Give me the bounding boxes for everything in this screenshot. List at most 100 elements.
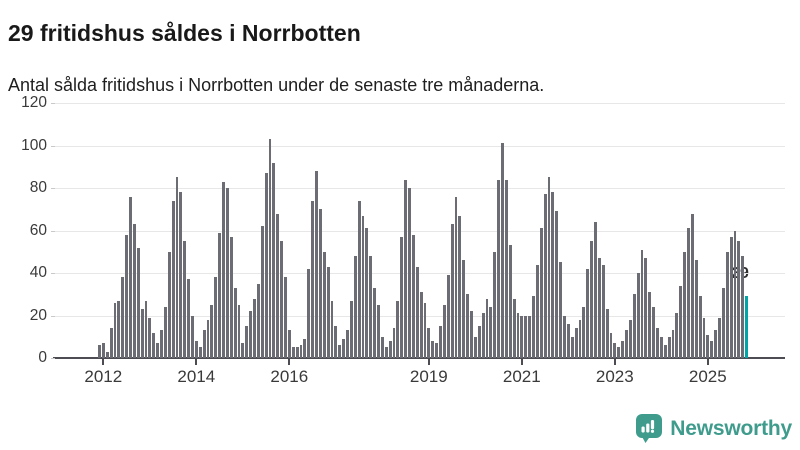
- bar: [423, 302, 427, 358]
- page-title: 29 fritidshus såldes i Norrbotten: [8, 20, 361, 47]
- bar: [524, 315, 528, 358]
- bar: [136, 247, 140, 358]
- bar: [702, 317, 706, 358]
- bar: [547, 177, 551, 358]
- bar: [555, 211, 559, 358]
- bar: [586, 268, 590, 358]
- bar: [361, 215, 365, 358]
- bar: [671, 330, 675, 358]
- bar: [117, 300, 121, 358]
- bar: [175, 177, 179, 358]
- bar: [466, 294, 470, 358]
- bar: [280, 241, 284, 358]
- bar: [392, 328, 396, 358]
- bar: [718, 317, 721, 358]
- bar: [101, 343, 105, 358]
- bar: [330, 300, 334, 358]
- bar: [485, 298, 489, 358]
- x-axis-tick-2016: [288, 359, 291, 365]
- bar: [353, 256, 357, 358]
- bar: [284, 277, 287, 358]
- bar: [326, 266, 330, 358]
- bar: [365, 228, 369, 358]
- newsworthy-logo-text: Newsworthy: [670, 416, 792, 440]
- gridline-y-60: [55, 230, 785, 232]
- bar: [287, 330, 291, 358]
- bar: [516, 313, 520, 358]
- bar: [384, 347, 388, 358]
- bar: [241, 343, 245, 358]
- plot-area: 29 0204060801001202012201420162019202120…: [21, 94, 785, 386]
- bar: [109, 328, 113, 358]
- bar: [551, 192, 555, 358]
- bar: [528, 315, 532, 358]
- bar: [322, 251, 326, 358]
- bar: [245, 326, 249, 358]
- x-axis-label-2025: 2025: [688, 367, 727, 386]
- x-axis-tick-2019: [427, 359, 430, 365]
- bar: [303, 338, 307, 358]
- bar: [272, 162, 276, 358]
- y-axis-label-120: 120: [21, 94, 47, 111]
- bar: [710, 341, 714, 358]
- bar: [408, 188, 411, 358]
- bar: [687, 228, 690, 358]
- bar: [609, 332, 613, 358]
- bar: [462, 260, 466, 358]
- bar: [694, 260, 698, 358]
- bar: [218, 232, 222, 358]
- bar: [163, 307, 167, 358]
- bar: [171, 200, 175, 358]
- bar: [508, 245, 512, 358]
- bar: [481, 313, 485, 358]
- bar: [532, 296, 535, 358]
- bar: [144, 300, 148, 358]
- bar: [737, 241, 741, 358]
- bar: [675, 313, 679, 358]
- bar: [148, 317, 152, 358]
- bar: [563, 315, 566, 358]
- bar: [539, 228, 543, 358]
- bar: [202, 330, 206, 358]
- bar: [648, 292, 652, 358]
- bar: [520, 315, 524, 358]
- bar: [733, 230, 737, 358]
- bar: [512, 298, 516, 358]
- bar: [543, 194, 547, 358]
- bar: [621, 341, 625, 358]
- bar: [380, 336, 384, 358]
- bar: [411, 234, 415, 358]
- bar: [667, 336, 671, 358]
- bar: [125, 234, 129, 358]
- bar: [206, 319, 210, 358]
- bar: [225, 188, 229, 358]
- bar: [419, 292, 423, 358]
- chart-subtitle: Antal sålda fritidshus i Norrbotten unde…: [8, 75, 545, 95]
- bar: [594, 222, 597, 358]
- bar: [679, 285, 683, 358]
- bar: [132, 224, 136, 358]
- bar: [233, 287, 237, 358]
- bar: [210, 304, 214, 358]
- bar: [311, 200, 315, 358]
- y-axis-label-60: 60: [29, 221, 47, 239]
- bar: [129, 196, 132, 358]
- y-axis-label-20: 20: [29, 306, 47, 324]
- bar: [373, 287, 377, 358]
- bar: [346, 330, 349, 358]
- bar: [698, 296, 702, 358]
- y-axis-label-0: 0: [38, 349, 47, 366]
- x-axis-tick-2023: [613, 359, 616, 365]
- x-axis-label-2014: 2014: [177, 367, 216, 386]
- bar: [121, 277, 125, 358]
- y-axis-label-100: 100: [21, 136, 47, 154]
- gridline-y-80: [55, 188, 785, 189]
- newsworthy-logo: Newsworthy: [635, 413, 792, 444]
- bar: [597, 258, 601, 358]
- bar: [183, 241, 187, 358]
- x-axis-label-2023: 2023: [595, 367, 634, 386]
- bar: [574, 328, 578, 358]
- bar: [342, 338, 346, 358]
- bar: [570, 336, 574, 358]
- bar: [640, 249, 644, 358]
